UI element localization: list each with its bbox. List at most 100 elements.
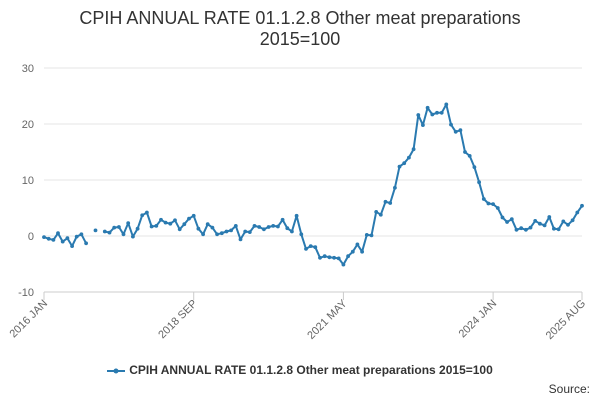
data-point[interactable] <box>271 224 276 228</box>
data-point[interactable] <box>187 216 191 221</box>
data-point[interactable] <box>196 226 201 231</box>
data-point[interactable] <box>393 185 397 190</box>
data-point[interactable] <box>51 238 56 242</box>
data-point[interactable] <box>182 222 187 227</box>
data-point[interactable] <box>458 128 463 133</box>
data-point[interactable] <box>117 225 121 229</box>
data-point[interactable] <box>519 226 524 231</box>
data-point[interactable] <box>524 227 528 232</box>
data-point[interactable] <box>299 232 304 237</box>
data-point[interactable] <box>416 113 421 117</box>
data-point[interactable] <box>233 224 238 228</box>
data-point[interactable] <box>243 229 248 234</box>
data-point[interactable] <box>280 217 285 222</box>
data-point[interactable] <box>383 199 388 204</box>
data-point[interactable] <box>168 221 173 226</box>
data-point[interactable] <box>107 230 112 235</box>
data-point[interactable] <box>580 203 584 208</box>
data-point[interactable] <box>154 224 159 228</box>
data-point[interactable] <box>238 237 243 242</box>
data-point[interactable] <box>538 221 542 226</box>
data-point[interactable] <box>257 225 262 229</box>
data-point[interactable] <box>285 226 290 231</box>
data-point[interactable] <box>252 224 257 228</box>
data-point[interactable] <box>247 230 252 235</box>
data-point[interactable] <box>121 232 126 237</box>
data-point[interactable] <box>360 249 364 254</box>
data-point[interactable] <box>449 122 453 127</box>
data-point[interactable] <box>411 147 416 152</box>
data-point[interactable] <box>56 231 60 236</box>
data-point[interactable] <box>318 255 322 260</box>
data-point[interactable] <box>425 105 430 110</box>
data-point[interactable] <box>79 232 84 237</box>
data-point[interactable] <box>575 210 580 215</box>
data-point[interactable] <box>547 215 552 219</box>
data-point[interactable] <box>205 222 210 227</box>
data-point[interactable] <box>219 231 224 236</box>
data-point[interactable] <box>65 236 70 241</box>
data-point[interactable] <box>215 232 220 237</box>
data-point[interactable] <box>131 234 135 239</box>
data-point[interactable] <box>439 110 444 115</box>
data-point[interactable] <box>224 229 229 234</box>
data-point[interactable] <box>46 236 51 241</box>
data-point[interactable] <box>159 217 163 222</box>
data-point[interactable] <box>369 233 374 238</box>
data-point[interactable] <box>402 161 407 166</box>
data-point[interactable] <box>514 227 519 232</box>
data-point[interactable] <box>495 206 500 210</box>
data-point[interactable] <box>140 213 145 218</box>
data-point[interactable] <box>135 226 140 231</box>
data-point[interactable] <box>374 210 379 214</box>
data-point[interactable] <box>444 102 449 107</box>
data-point[interactable] <box>481 197 486 201</box>
source-label[interactable]: Source: <box>548 382 590 396</box>
data-point[interactable] <box>262 227 266 232</box>
data-point[interactable] <box>290 229 294 234</box>
data-point[interactable] <box>60 239 65 244</box>
data-point[interactable] <box>355 242 360 247</box>
data-point[interactable] <box>346 254 350 259</box>
data-point[interactable] <box>93 228 98 233</box>
data-point[interactable] <box>210 225 215 230</box>
data-point[interactable] <box>542 223 547 228</box>
data-point[interactable] <box>229 228 234 233</box>
data-point[interactable] <box>421 123 425 127</box>
data-point[interactable] <box>177 227 182 232</box>
data-point[interactable] <box>126 221 131 226</box>
data-point[interactable] <box>388 201 393 205</box>
data-point[interactable] <box>505 220 509 224</box>
data-point[interactable] <box>276 224 280 229</box>
data-point[interactable] <box>173 218 177 223</box>
data-point[interactable] <box>145 210 149 215</box>
data-point[interactable] <box>467 154 472 158</box>
data-point[interactable] <box>336 256 341 261</box>
data-point[interactable] <box>453 129 458 134</box>
data-point[interactable] <box>486 201 491 206</box>
data-point[interactable] <box>266 225 271 229</box>
data-point[interactable] <box>491 202 495 207</box>
data-point[interactable] <box>552 226 556 231</box>
data-point[interactable] <box>533 219 538 223</box>
data-point[interactable] <box>201 232 206 237</box>
data-point[interactable] <box>304 247 308 251</box>
data-point[interactable] <box>308 244 313 249</box>
data-point[interactable] <box>294 213 299 218</box>
data-point[interactable] <box>149 224 154 229</box>
data-point[interactable] <box>163 220 168 225</box>
data-point[interactable] <box>463 150 467 154</box>
data-point[interactable] <box>313 245 318 250</box>
data-point[interactable] <box>556 227 561 232</box>
data-point[interactable] <box>500 215 505 220</box>
data-point[interactable] <box>84 241 88 246</box>
data-point[interactable] <box>112 225 117 230</box>
data-point[interactable] <box>341 262 346 267</box>
data-point[interactable] <box>472 165 477 170</box>
data-point[interactable] <box>477 180 481 185</box>
data-point[interactable] <box>561 219 566 224</box>
data-point[interactable] <box>322 254 327 259</box>
data-point[interactable] <box>397 164 402 169</box>
data-point[interactable] <box>191 213 196 218</box>
data-point[interactable] <box>435 110 439 115</box>
